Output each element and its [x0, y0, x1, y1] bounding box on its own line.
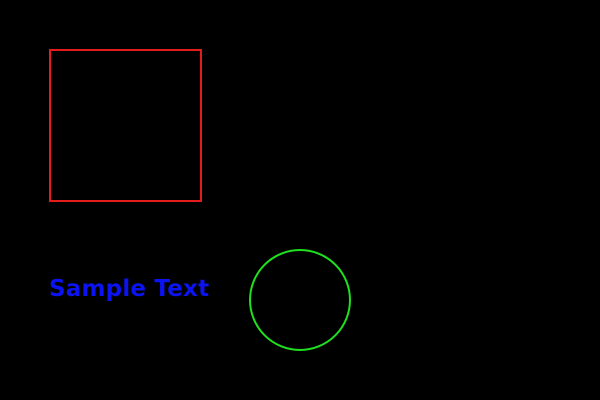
red-square-outline	[49, 49, 202, 202]
green-circle-outline	[249, 249, 351, 351]
sample-text-label: Sample Text	[49, 276, 210, 302]
